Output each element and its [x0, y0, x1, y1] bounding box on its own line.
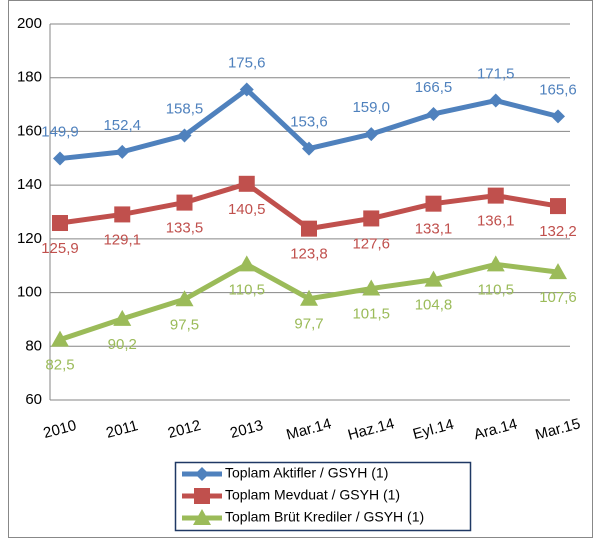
marker [176, 194, 193, 211]
marker [426, 106, 441, 121]
data-label: 104,8 [415, 297, 453, 314]
data-label: 165,6 [539, 81, 577, 98]
marker [300, 289, 318, 306]
marker [177, 128, 192, 143]
legend-label: Toplam Mevduat / GSYH (1) [225, 487, 400, 503]
marker [239, 82, 254, 97]
x-tick-label: 2011 [104, 417, 140, 442]
data-label: 110,5 [478, 281, 514, 298]
y-tick-label: 200 [17, 15, 42, 32]
marker [302, 141, 316, 156]
marker [486, 255, 505, 272]
marker [193, 509, 211, 525]
x-tick-label: Mar.15 [534, 415, 583, 443]
data-label: 107,6 [539, 289, 577, 306]
data-label: 152,4 [103, 117, 141, 134]
x-tick-label: Haz.14 [346, 415, 396, 444]
marker [424, 270, 443, 287]
data-label: 171,5 [477, 66, 515, 83]
data-label: 132,2 [539, 223, 577, 240]
marker [362, 279, 381, 296]
y-tick-label: 100 [17, 284, 42, 301]
data-label: 97,7 [294, 316, 323, 333]
marker [549, 263, 567, 280]
marker [115, 144, 130, 159]
legend-label: Toplam Aktifler / GSYH (1) [225, 465, 388, 481]
marker [52, 215, 68, 232]
data-label: 133,1 [415, 221, 453, 238]
data-label: 101,5 [352, 306, 390, 323]
data-label: 123,8 [290, 246, 328, 263]
x-tick-label: Ara.14 [472, 416, 519, 444]
data-label: 90,2 [108, 336, 137, 353]
data-label: 82,5 [45, 357, 74, 374]
data-label: 129,1 [103, 231, 141, 248]
marker [364, 127, 379, 142]
data-label: 153,6 [290, 114, 328, 131]
data-label: 159,0 [352, 99, 390, 116]
data-label: 136,1 [477, 213, 515, 230]
marker [301, 220, 317, 237]
y-tick-label: 120 [17, 230, 42, 247]
marker [487, 187, 504, 204]
marker [550, 198, 566, 215]
marker [175, 290, 194, 307]
marker [195, 467, 209, 481]
data-label: 127,6 [352, 235, 390, 252]
marker [363, 210, 380, 227]
marker [488, 93, 503, 108]
marker [425, 195, 442, 212]
marker [551, 109, 565, 124]
legend-label: Toplam Brüt Krediler / GSYH (1) [225, 509, 424, 525]
x-tick-label: Mar.14 [285, 415, 334, 443]
x-tick-label: 2010 [42, 417, 79, 442]
marker [114, 206, 131, 223]
marker [113, 309, 132, 326]
data-label: 175,6 [228, 55, 266, 72]
data-label: 97,5 [170, 316, 199, 333]
x-tick-label: Eyl.14 [411, 416, 456, 443]
x-tick-label: 2012 [166, 417, 203, 442]
x-tick-label: 2013 [228, 417, 265, 442]
data-label: 158,5 [166, 100, 204, 117]
marker [51, 330, 69, 347]
data-label: 133,5 [166, 220, 204, 237]
y-tick-label: 80 [25, 337, 42, 354]
y-tick-label: 140 [17, 176, 42, 193]
data-label: 166,5 [415, 79, 453, 96]
marker [194, 488, 210, 504]
data-label: 149,9 [41, 124, 79, 141]
marker [238, 175, 255, 192]
marker [53, 151, 67, 166]
y-tick-label: 160 [17, 122, 42, 139]
data-label: 125,9 [41, 240, 79, 257]
marker [237, 255, 256, 272]
y-tick-label: 180 [17, 69, 42, 86]
data-label: 110,5 [229, 281, 265, 298]
legend-box [174, 461, 472, 532]
data-label: 140,5 [228, 201, 266, 218]
y-tick-label: 60 [25, 391, 42, 408]
